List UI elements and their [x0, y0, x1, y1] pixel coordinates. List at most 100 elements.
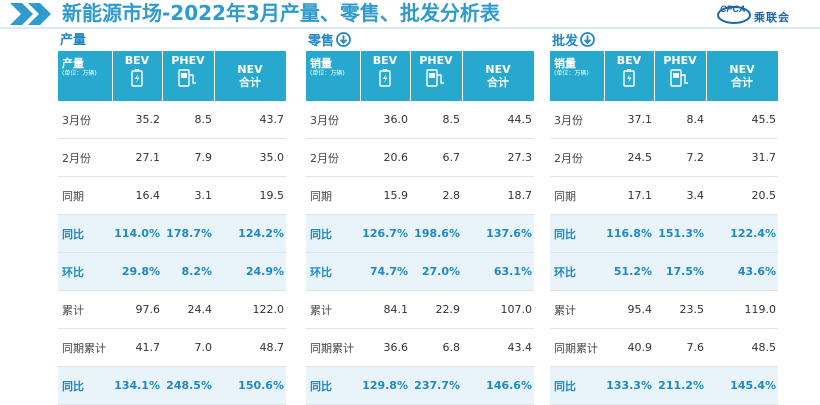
cell-nev: 122.0 [214, 290, 286, 329]
row-label: 同比 [58, 214, 112, 253]
cell-phev: 27.0% [410, 252, 462, 291]
table-header: 产量 (单位：万辆) BEV PHEV NEV 合计 [58, 51, 287, 101]
table-row: 累计 95.4 23.5 119.0 [550, 290, 778, 329]
cell-bev: 97.6 [112, 290, 162, 329]
cell-bev: 41.7 [112, 328, 162, 367]
header-corner: 销量 (单位：万辆) [550, 51, 605, 101]
row-label: 同比 [58, 366, 112, 405]
section-title: 批发 [552, 32, 595, 51]
cell-bev: 74.7% [360, 252, 410, 291]
nev-total-label: 合计 [239, 76, 261, 89]
cell-phev: 23.5 [654, 290, 706, 329]
header-bev: BEV [604, 51, 655, 101]
header-corner: 销量 (单位：万辆) [306, 51, 361, 101]
cell-bev: 35.2 [112, 101, 162, 139]
table-row: 同比 129.8% 237.7% 146.6% [306, 366, 534, 405]
cell-phev: 178.7% [162, 214, 214, 253]
header-divider [0, 27, 820, 29]
table-row: 环比 29.8% 8.2% 24.9% [58, 252, 286, 291]
header-phev: PHEV [410, 51, 463, 101]
cell-nev: 150.6% [214, 366, 286, 405]
cell-bev: 16.4 [112, 176, 162, 215]
cell-nev: 31.7 [706, 138, 778, 177]
cell-nev: 119.0 [706, 290, 778, 329]
table-row: 同期 17.1 3.4 20.5 [550, 176, 778, 215]
cell-bev: 134.1% [112, 366, 162, 405]
phev-label: PHEV [171, 54, 205, 67]
row-label: 同期 [58, 176, 112, 215]
table-row: 同期累计 40.9 7.6 48.5 [550, 328, 778, 367]
row-label: 累计 [550, 290, 604, 329]
section-title-text: 零售 [308, 34, 335, 49]
battery-icon [623, 69, 635, 87]
cell-bev: 114.0% [112, 214, 162, 253]
cell-phev: 22.9 [410, 290, 462, 329]
row-label: 2月份 [58, 138, 112, 177]
row-label: 同比 [550, 366, 604, 405]
header-bev: BEV [360, 51, 411, 101]
section-title-text: 批发 [552, 34, 579, 49]
unit-label: (单位：万辆) [62, 70, 97, 77]
cell-phev: 8.5 [162, 101, 214, 139]
cell-nev: 45.5 [706, 101, 778, 139]
cell-phev: 6.8 [410, 328, 462, 367]
logo-text: 乘联会 [754, 11, 790, 24]
header-corner: 产量 (单位：万辆) [58, 51, 113, 101]
cell-nev: 63.1% [462, 252, 534, 291]
cell-phev: 24.4 [162, 290, 214, 329]
row-label: 环比 [306, 252, 360, 291]
cell-phev: 198.6% [410, 214, 462, 253]
section-title: 零售 [308, 32, 351, 51]
table-row: 2月份 27.1 7.9 35.0 [58, 138, 286, 177]
cell-phev: 2.8 [410, 176, 462, 215]
table-row: 3月份 37.1 8.4 45.5 [550, 101, 778, 139]
section-title-text: 产量 [60, 33, 87, 48]
row-label: 环比 [550, 252, 604, 291]
phev-label: PHEV [419, 54, 453, 67]
data-table: 销量 (单位：万辆) BEV PHEV NEV 合计 3月份 36.0 8.5 44.5 2月份 20… [306, 51, 535, 405]
cell-bev: 126.7% [360, 214, 410, 253]
cell-nev: 145.4% [706, 366, 778, 405]
table-row: 2月份 20.6 6.7 27.3 [306, 138, 534, 177]
cell-bev: 17.1 [604, 176, 654, 215]
phev-label: PHEV [663, 54, 697, 67]
data-table: 产量 (单位：万辆) BEV PHEV NEV 合计 3月份 35.2 8.5 43.7 2月份 27… [58, 51, 287, 405]
table-row: 同比 134.1% 248.5% 150.6% [58, 366, 286, 405]
row-label: 同期 [306, 176, 360, 215]
nev-total-label: 合计 [731, 76, 753, 89]
cell-nev: 19.5 [214, 176, 286, 215]
cell-bev: 40.9 [604, 328, 654, 367]
header-bar: 新能源市场-2022年3月产量、零售、批发分析表 CPCA 乘联会 [0, 0, 820, 27]
cell-nev: 43.7 [214, 101, 286, 139]
row-label: 3月份 [58, 101, 112, 139]
cell-phev: 151.3% [654, 214, 706, 253]
cell-phev: 7.9 [162, 138, 214, 177]
chevron-double-icon [10, 3, 51, 25]
charging-plug-icon [426, 69, 444, 87]
cell-phev: 8.5 [410, 101, 462, 139]
table-row: 2月份 24.5 7.2 31.7 [550, 138, 778, 177]
cell-bev: 36.6 [360, 328, 410, 367]
header-bev: BEV [112, 51, 163, 101]
corner-label: 产量 [62, 57, 84, 70]
cell-nev: 137.6% [462, 214, 534, 253]
arrow-down-circle-icon [334, 32, 351, 49]
cell-nev: 124.2% [214, 214, 286, 253]
table-row: 同比 126.7% 198.6% 137.6% [306, 214, 534, 253]
cell-nev: 107.0 [462, 290, 534, 329]
cell-nev: 18.7 [462, 176, 534, 215]
table-header: 销量 (单位：万辆) BEV PHEV NEV 合计 [306, 51, 535, 101]
header-nev: NEV 合计 [706, 51, 779, 101]
charging-plug-icon [178, 69, 196, 87]
cell-nev: 43.6% [706, 252, 778, 291]
table-row: 同期 15.9 2.8 18.7 [306, 176, 534, 215]
cell-bev: 133.3% [604, 366, 654, 405]
table-header: 销量 (单位：万辆) BEV PHEV NEV 合计 [550, 51, 779, 101]
row-label: 环比 [58, 252, 112, 291]
bev-label: BEV [124, 54, 150, 67]
table-row: 同期累计 36.6 6.8 43.4 [306, 328, 534, 367]
cell-bev: 24.5 [604, 138, 654, 177]
cell-bev: 51.2% [604, 252, 654, 291]
header-phev: PHEV [654, 51, 707, 101]
header-nev: NEV 合计 [462, 51, 535, 101]
